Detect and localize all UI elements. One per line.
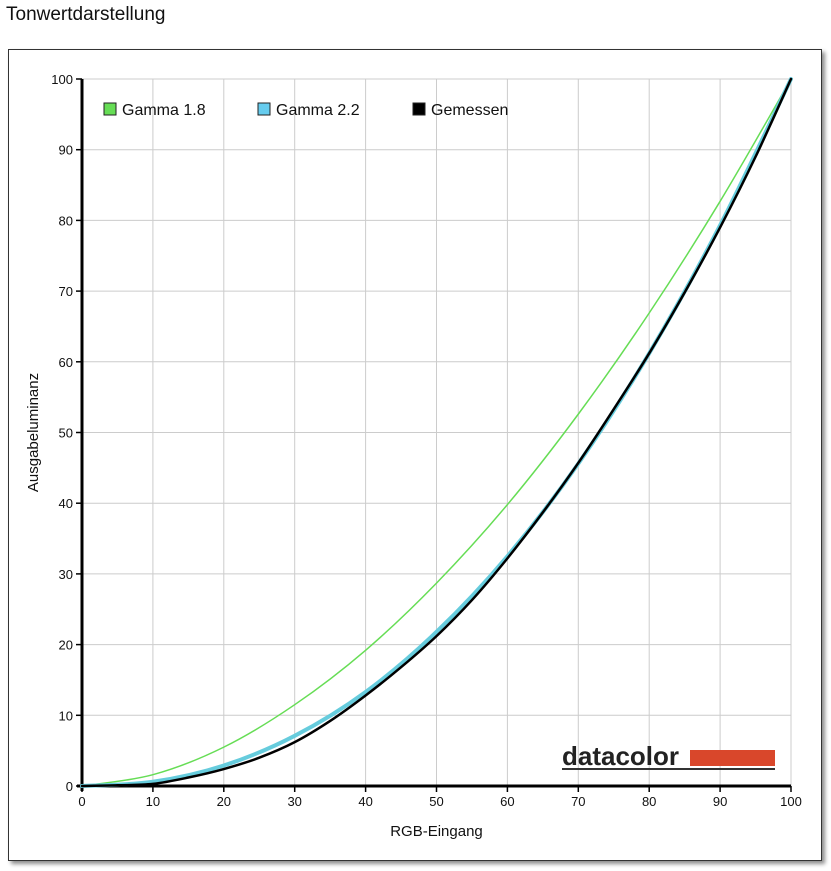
logo-underline [562, 768, 775, 770]
x-tick-label-100: 100 [780, 794, 802, 809]
y-axis-title: Ausgabeluminanz [25, 373, 42, 492]
y-tick-label-30: 30 [59, 567, 73, 582]
x-tick-label-10: 10 [146, 794, 160, 809]
legend-label-gamma-1-8: Gamma 1.8 [122, 102, 206, 119]
y-tick-label-40: 40 [59, 496, 73, 511]
y-tick-label-80: 80 [59, 213, 73, 228]
logo-bar [690, 750, 775, 766]
legend-swatch-gamma-1-8 [103, 102, 117, 116]
x-tick-label-50: 50 [429, 794, 443, 809]
legend-swatch-gemessen [412, 102, 426, 116]
y-tick-label-70: 70 [59, 284, 73, 299]
chart-frame [8, 49, 822, 861]
legend-label-gemessen: Gemessen [431, 102, 508, 119]
y-tick-label-20: 20 [59, 638, 73, 653]
y-tick-label-60: 60 [59, 355, 73, 370]
page-title: Tonwertdarstellung [6, 4, 166, 25]
y-tick-label-100: 100 [51, 72, 73, 87]
x-tick-label-20: 20 [217, 794, 231, 809]
legend: Gamma 1.8 Gamma 2.2 Gemessen [103, 102, 508, 119]
x-axis-title: RGB-Eingang [390, 823, 483, 840]
x-tick-label-30: 30 [287, 794, 301, 809]
y-tick-label-50: 50 [59, 426, 73, 441]
x-tick-label-70: 70 [571, 794, 585, 809]
grid [82, 78, 792, 786]
y-tick-label-10: 10 [59, 708, 73, 723]
y-tick-label-0: 0 [66, 779, 73, 794]
axes: 0 10 20 30 40 50 60 70 80 90 100 0 10 20 30 40 50 60 70 80 9… [51, 72, 802, 809]
series-line-gamma-1-8 [81, 78, 792, 787]
x-tick-label-90: 90 [713, 794, 727, 809]
y-tick-label-90: 90 [59, 143, 73, 158]
series-line-gemessen [80, 77, 793, 788]
legend-swatch-gamma-2-2 [257, 102, 271, 116]
x-tick-label-60: 60 [500, 794, 514, 809]
logo-text: datacolor [562, 741, 679, 771]
series-lines [80, 77, 793, 788]
legend-label-gamma-2-2: Gamma 2.2 [276, 102, 360, 119]
x-tick-label-0: 0 [78, 794, 85, 809]
datacolor-logo: datacolor [562, 741, 775, 771]
x-tick-label-40: 40 [358, 794, 372, 809]
x-tick-label-80: 80 [642, 794, 656, 809]
